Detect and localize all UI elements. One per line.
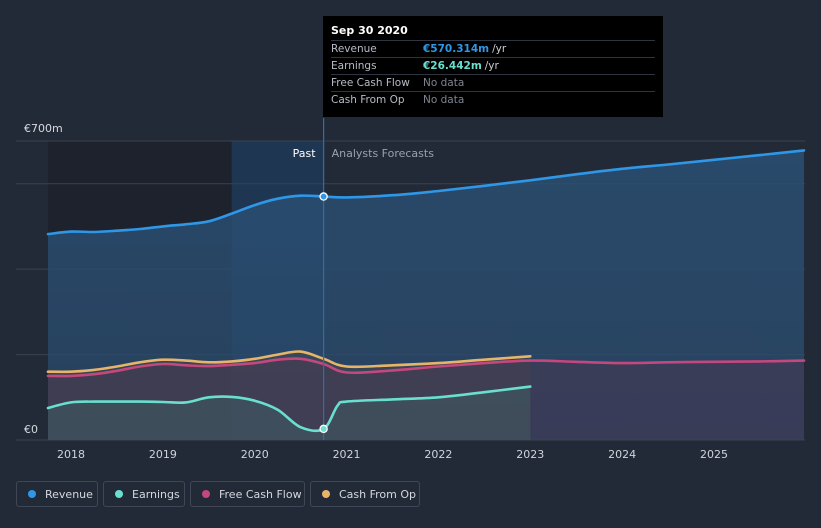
tooltip-earnings-unit: /yr (484, 60, 499, 72)
x-tick-label-2020: 2020 (241, 448, 269, 461)
earnings-highlight-point (319, 424, 328, 434)
x-tick-label-2024: 2024 (608, 448, 636, 461)
revenue-line (46, 149, 806, 236)
x-tick-label-2023: 2023 (516, 448, 544, 461)
legend-item-free-cash-flow[interactable]: Free Cash Flow (190, 481, 305, 507)
tooltip-fcf-value: No data (423, 77, 465, 89)
past-label: Past (293, 147, 317, 160)
free-cash-flow-line (46, 357, 806, 378)
tooltip-row-free-cash-flow: Free Cash Flow No data (331, 74, 655, 92)
tooltip-revenue-unit: /yr (492, 43, 507, 55)
tooltip-row-cash-from-op: Cash From Op No data (331, 91, 655, 109)
cash-from-op-line (46, 350, 532, 374)
x-tick-label-2018: 2018 (57, 448, 85, 461)
cash-from-op-dot-icon (322, 490, 330, 498)
legend-cash-from-op-label: Cash From Op (339, 487, 417, 501)
x-tick-label-2022: 2022 (424, 448, 452, 461)
legend-item-earnings[interactable]: Earnings (103, 481, 185, 507)
tooltip-revenue-label: Revenue (331, 43, 377, 55)
tooltip-row-revenue: Revenue €570.314m/yr (331, 40, 655, 58)
tooltip-cfo-label: Cash From Op (331, 94, 405, 106)
free-cash-flow-dot-icon (202, 490, 210, 498)
legend-item-revenue[interactable]: Revenue (16, 481, 98, 507)
x-tick-label-2021: 2021 (333, 448, 361, 461)
tooltip-cfo-value: No data (423, 94, 465, 106)
legend-revenue-label: Revenue (45, 487, 93, 501)
x-tick-label-2019: 2019 (149, 448, 177, 461)
tooltip-row-earnings: Earnings €26.442m/yr (331, 57, 655, 75)
earnings-line (46, 385, 532, 433)
y-tick-label-700m: €700m (24, 122, 63, 135)
tooltip-revenue-value: €570.314m (423, 43, 490, 55)
forecast-label: Analysts Forecasts (332, 147, 435, 160)
earnings-dot-icon (115, 490, 123, 498)
legend-item-cash-from-op[interactable]: Cash From Op (310, 481, 420, 507)
revenue-dot-icon (28, 490, 36, 498)
x-tick-label-2025: 2025 (700, 448, 728, 461)
tooltip-fcf-label: Free Cash Flow (331, 77, 410, 89)
legend-earnings-label: Earnings (132, 487, 180, 501)
tooltip-earnings-value: €26.442m (423, 60, 482, 72)
tooltip-earnings-label: Earnings (331, 60, 377, 72)
tooltip-date: Sep 30 2020 (331, 24, 408, 37)
revenue-highlight-point (319, 192, 328, 201)
legend-free-cash-flow-label: Free Cash Flow (219, 487, 302, 501)
y-tick-label-0: €0 (24, 423, 38, 436)
data-tooltip: Sep 30 2020 Revenue €570.314m/yr Earning… (323, 16, 663, 117)
